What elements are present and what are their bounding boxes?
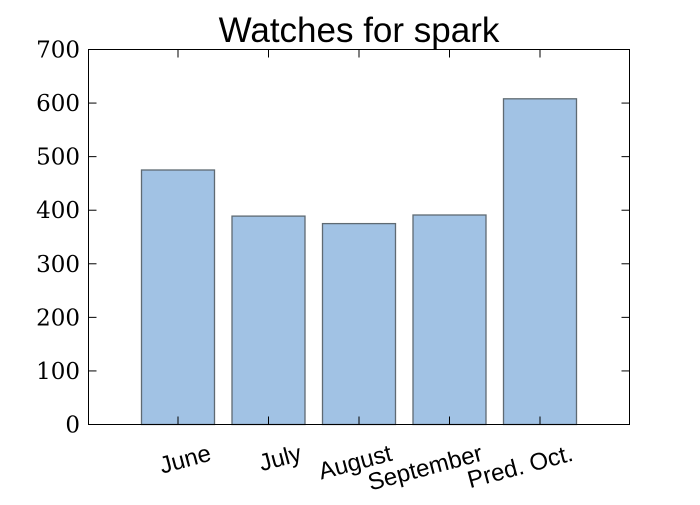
y-tick-label: 500 [36,145,80,171]
y-tick-label: 300 [36,252,80,278]
y-axis-tick-labels: 0 100 200 300 400 500 600 700 [36,38,80,439]
bar-june [140,169,216,426]
y-tick-label: 0 [65,413,80,439]
y-tick-label: 400 [36,198,80,224]
y-tick-label: 600 [36,91,80,117]
x-tick-label: June [157,440,214,480]
bar-august [321,222,397,426]
bar-september [412,214,487,426]
x-tick-label: July [256,440,304,477]
y-tick-label: 200 [36,305,80,331]
bars-layer [140,98,578,426]
y-tick-label: 100 [36,359,80,385]
plot-area-frame [88,49,630,425]
x-tick-label: Pred. Oct. [465,440,576,494]
chart-title: Watches for spark [219,11,500,50]
bar-july [231,215,306,426]
ticks-layer [88,49,630,425]
y-tick-label: 700 [36,38,80,64]
bar-pred-oct [502,98,578,426]
